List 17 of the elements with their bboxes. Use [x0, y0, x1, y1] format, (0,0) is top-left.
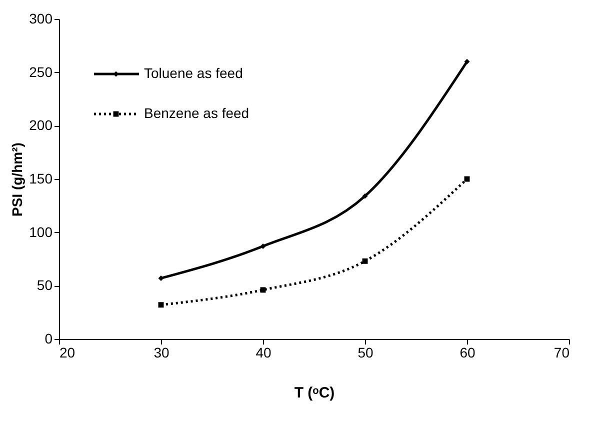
y-axis-title: PSI (g/hm²) [9, 142, 26, 216]
legend-label: Toluene as feed [144, 65, 243, 81]
x-axis-title: T (ᵒC) [294, 384, 335, 402]
x-tick-label: 20 [60, 344, 76, 360]
x-tick-label: 40 [256, 344, 272, 360]
x-tick-label: 50 [358, 344, 374, 360]
y-tick-label: 100 [29, 224, 53, 240]
legend-label: Benzene as feed [144, 105, 250, 121]
y-tick-label: 50 [36, 277, 53, 294]
y-tick-label: 200 [29, 117, 53, 134]
x-tick-label: 60 [460, 344, 476, 360]
y-tick-label: 150 [29, 170, 53, 186]
y-tick-label: 250 [29, 64, 53, 80]
y-tick-label: 300 [29, 10, 53, 26]
x-tick-label: 70 [554, 344, 570, 360]
x-tick-label: 30 [154, 344, 170, 360]
y-tick-label: 0 [44, 330, 53, 346]
